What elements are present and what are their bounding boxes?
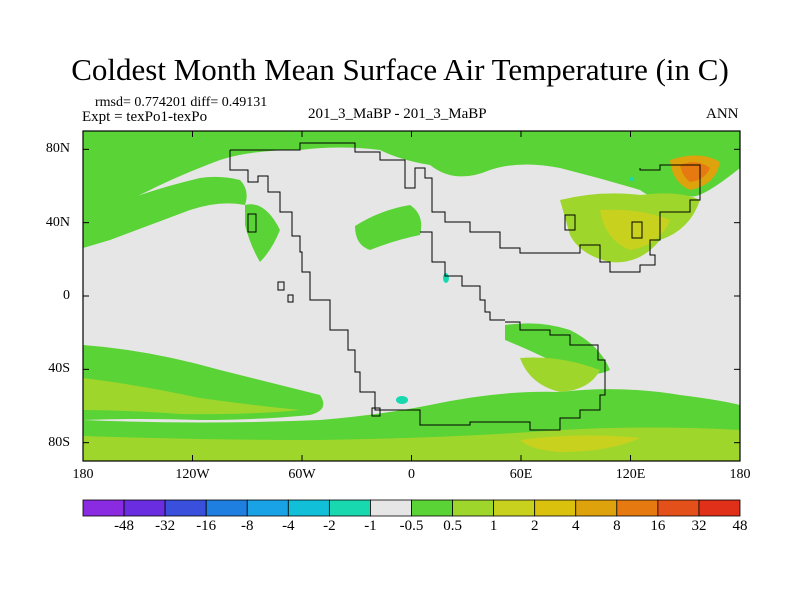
x-tick-label: 180 [729,467,751,482]
colorbar-label: 4 [572,518,580,534]
colorbar-swatch [698,499,741,517]
y-tick-label: 80S [48,434,70,450]
colorbar-swatch [123,499,166,517]
y-tick-label: 0 [63,288,70,303]
colorbar-label: -32 [155,518,176,534]
colorbar-label: -4 [282,518,295,534]
colorbar-label: 1 [489,518,498,534]
colorbar-label: 8 [613,518,621,534]
colorbar-swatch [370,499,412,517]
colorbar-swatch [328,499,371,517]
colorbar-label: -48 [114,518,135,534]
colorbar-label: 32 [691,518,707,534]
anomaly-fields [83,131,740,461]
axis-ticks [82,131,741,461]
colorbar-label: -16 [196,518,217,534]
colorbar-swatch [657,499,700,517]
colorbar-label: 16 [650,518,666,534]
x-tick-label: 60W [288,467,316,482]
season-label: ANN [706,106,739,122]
y-tick-label: 80N [45,141,70,157]
colorbar-swatch [205,499,248,517]
colorbar-label: -1 [364,518,377,534]
x-tick-label: 120W [175,467,210,482]
colorbar-swatch [534,499,577,517]
colorbar [82,499,741,517]
comparison-label: 201_3_MaBP - 201_3_MaBP [308,106,487,122]
colorbar-swatch [452,499,495,517]
x-tick-label: 180 [72,467,94,482]
colorbar-label: 48 [732,518,748,534]
colorbar-label: 0.5 [443,518,462,534]
coastlines [229,142,701,431]
colorbar-swatch [287,499,330,517]
colorbar-swatch [246,499,289,517]
y-tick-label: 40S [48,361,70,377]
colorbar-swatch [493,499,536,517]
colorbar-label: -0.5 [399,518,424,534]
colorbar-label: -8 [241,518,254,534]
colorbar-swatch [164,499,207,517]
experiment-label: Expt = texPo1-texPo [82,109,208,125]
x-tick-label: 0 [408,467,415,482]
colorbar-swatch [575,499,618,517]
colorbar-swatch [82,499,125,517]
stats-text: rmsd= 0.774201 diff= 0.49131 [95,95,268,110]
colorbar-swatch [616,499,659,517]
y-tick-label: 40N [45,214,70,230]
colorbar-label: -2 [323,518,336,534]
colorbar-swatch [411,499,453,517]
colorbar-label: 2 [530,518,539,534]
map-title: Coldest Month Mean Surface Air Temperatu… [71,52,729,87]
x-tick-label: 60E [509,467,533,482]
x-tick-label: 120E [615,467,646,482]
